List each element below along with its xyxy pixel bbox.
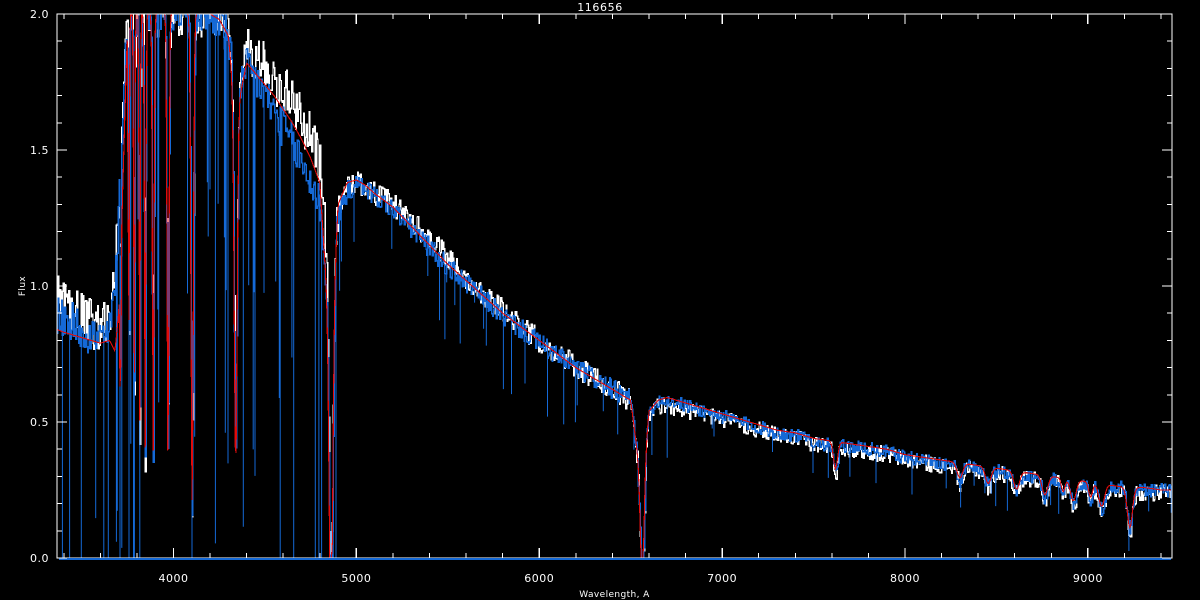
- axes-frame: 4000 5000 6000 7000 8000 9000 Wavelength, A 0.0…: [18, 8, 1173, 600]
- series-model-spectrum-noisy-line: [57, 14, 1172, 558]
- x-axis-ticks: 4000 5000 6000 7000 8000 9000: [63, 14, 1162, 585]
- series-model-spectrum-noisy-spikes: [61, 14, 1172, 558]
- series-model-spectrum-smooth: [57, 14, 1172, 558]
- y-tick-label: 0.5: [30, 416, 49, 429]
- y-tick-label: 2.0: [30, 8, 49, 21]
- y-axis-ticks: 0.0 0.5 1.0 1.5 2.0: [30, 8, 1172, 565]
- x-tick-label: 5000: [341, 572, 371, 585]
- x-axis-label: Wavelength, A: [579, 590, 650, 600]
- y-tick-label: 0.0: [30, 552, 49, 565]
- y-tick-label: 1.5: [30, 144, 49, 157]
- y-tick-label: 1.0: [30, 280, 49, 293]
- series-model-spectrum-smooth-line: [57, 14, 1172, 558]
- x-tick-label: 4000: [158, 572, 188, 585]
- x-tick-label: 9000: [1073, 572, 1103, 585]
- series-model-spectrum-noisy: [57, 14, 1172, 558]
- y-axis-label: Flux: [18, 276, 28, 297]
- x-tick-label: 7000: [707, 572, 737, 585]
- page-title: 116656: [577, 1, 623, 14]
- x-tick-label: 6000: [524, 572, 554, 585]
- x-tick-label: 8000: [890, 572, 920, 585]
- plot-area: [57, 14, 1172, 558]
